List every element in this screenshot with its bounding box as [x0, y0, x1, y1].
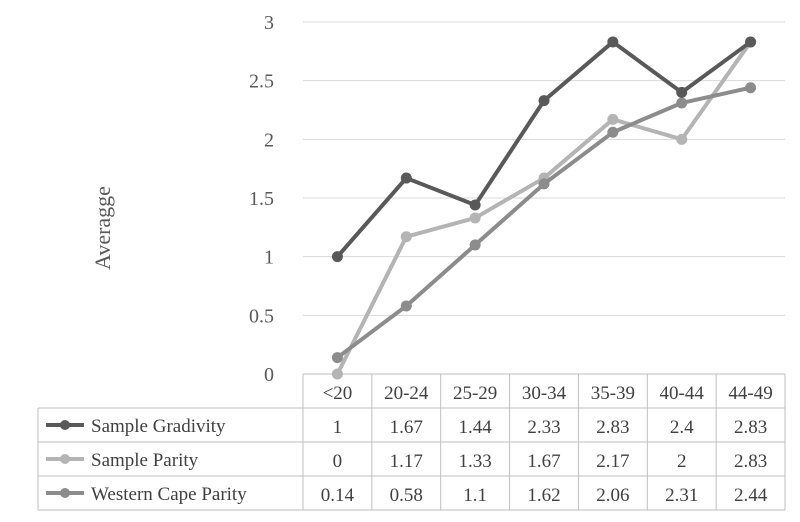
data-point	[538, 95, 550, 107]
data-point	[400, 300, 412, 312]
y-axis-tick-labels: 0 0.5 1 1.5 2 2.5 3	[249, 12, 274, 386]
series-line	[335, 39, 753, 376]
gridlines	[303, 21, 785, 375]
data-point	[538, 178, 550, 190]
series-lines	[331, 36, 757, 380]
data-point	[469, 212, 481, 224]
y-axis-title: Averagge	[90, 186, 115, 270]
data-point	[607, 36, 619, 48]
data-value: 1.62	[527, 485, 560, 506]
data-value: 1.67	[527, 451, 560, 472]
series-line	[335, 39, 753, 259]
y-tick-label: 0	[264, 364, 274, 386]
category-label: <20	[323, 383, 353, 404]
data-value: 0	[333, 451, 343, 472]
data-point	[469, 199, 481, 211]
category-label: 25-29	[453, 383, 497, 404]
data-point	[745, 82, 757, 94]
y-tick-label: 2	[264, 129, 274, 151]
legend-key-marker	[60, 420, 70, 430]
series-name: Western Cape Parity	[91, 484, 247, 505]
category-label: 30-34	[522, 383, 567, 404]
y-tick-label: 3	[264, 12, 274, 34]
data-value: 2.83	[596, 417, 629, 438]
data-value: 1.67	[390, 417, 423, 438]
y-tick-label: 1.5	[249, 188, 274, 210]
legend-key-marker	[60, 488, 70, 498]
data-point	[676, 86, 688, 98]
data-value: 2.17	[596, 451, 629, 472]
data-point	[676, 97, 688, 109]
data-value: 1.44	[459, 417, 493, 438]
data-value: 2.44	[734, 485, 768, 506]
y-tick-label: 0.5	[249, 305, 274, 327]
data-point	[607, 113, 619, 125]
data-value: 2	[677, 451, 687, 472]
category-label: 44-49	[728, 383, 772, 404]
legend-key-marker	[60, 454, 70, 464]
data-value: 1.17	[390, 451, 423, 472]
data-point	[400, 231, 412, 243]
data-point	[676, 133, 688, 145]
data-value: 2.06	[596, 485, 629, 506]
data-point	[745, 36, 757, 48]
data-value: 0.58	[390, 485, 423, 506]
category-label: 35-39	[591, 383, 635, 404]
data-point	[469, 239, 481, 251]
data-value: 2.83	[734, 417, 767, 438]
data-table: <20 20-24 25-29 30-34 35-39 40-44 44-49 Sample …	[37, 373, 786, 511]
data-value: 2.83	[734, 451, 767, 472]
category-label: 40-44	[660, 383, 705, 404]
data-point	[400, 172, 412, 184]
series-name: Sample Parity	[91, 450, 199, 471]
data-value: 1	[333, 417, 343, 438]
data-value: 1.1	[463, 485, 487, 506]
y-tick-label: 1	[264, 247, 274, 269]
category-label: 20-24	[384, 383, 429, 404]
data-value: 2.4	[670, 417, 694, 438]
data-point	[331, 352, 343, 364]
data-point	[331, 368, 343, 380]
data-point	[331, 251, 343, 263]
y-tick-label: 2.5	[249, 71, 274, 93]
data-value: 1.33	[459, 451, 492, 472]
data-value: 0.14	[321, 485, 355, 506]
data-point	[607, 126, 619, 138]
data-value: 2.33	[527, 417, 560, 438]
data-value: 2.31	[665, 485, 698, 506]
series-name: Sample Gradivity	[91, 416, 226, 437]
